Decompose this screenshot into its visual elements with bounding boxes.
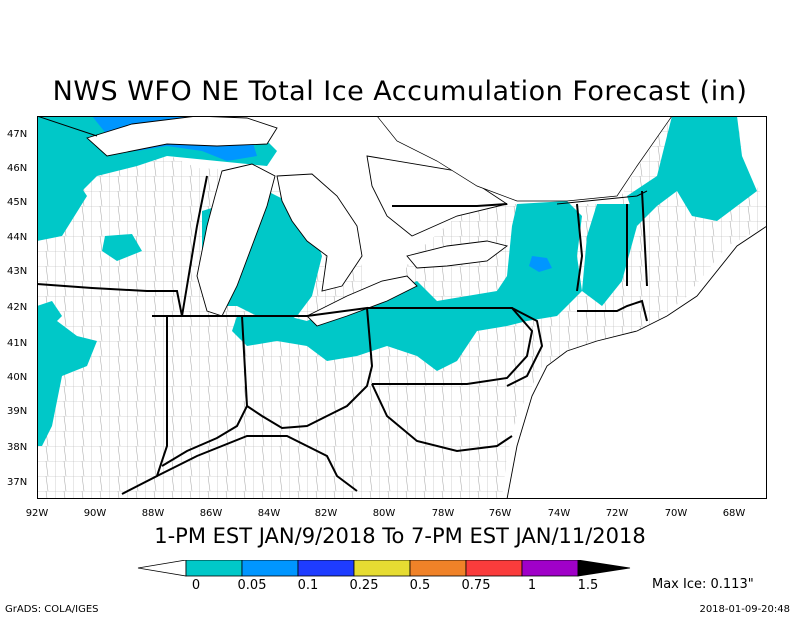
lon-label: 84W <box>257 508 281 519</box>
lon-label: 74W <box>547 508 571 519</box>
lat-label: 37N <box>7 477 28 488</box>
credit-grads: GrADS: COLA/IGES <box>5 604 99 615</box>
map-title: NWS WFO NE Total Ice Accumulation Foreca… <box>52 76 748 107</box>
colorbar-segment <box>353 560 411 577</box>
lon-label: 90W <box>83 508 107 519</box>
colorbar-label: 0.25 <box>349 578 379 593</box>
map-panel <box>37 116 767 499</box>
colorbar-label: 0.5 <box>409 578 431 593</box>
colorbar-label: 0.75 <box>461 578 491 593</box>
lat-label: 45N <box>7 197 28 208</box>
timestamp: 2018-01-09-20:48 <box>699 604 790 615</box>
canada-water <box>376 116 673 202</box>
lon-label: 86W <box>199 508 223 519</box>
lon-label: 72W <box>605 508 629 519</box>
colorbar-label: 1 <box>527 578 537 593</box>
colorbar-segment <box>241 560 299 577</box>
colorbar-label: 0.05 <box>237 578 267 593</box>
colorbar-segment <box>297 560 355 577</box>
lon-label: 68W <box>722 508 746 519</box>
colorbar-segment <box>521 560 579 577</box>
lat-label: 38N <box>7 442 28 453</box>
colorbar-segment <box>465 560 523 577</box>
lon-label: 78W <box>431 508 455 519</box>
lon-label: 92W <box>25 508 49 519</box>
colorbar-segment <box>577 560 631 577</box>
colorbar-label: 0 <box>191 578 201 593</box>
max-ice-readout: Max Ice: 0.113" <box>652 577 754 592</box>
lat-label: 39N <box>7 406 28 417</box>
lon-label: 70W <box>664 508 688 519</box>
colorbar-segment <box>137 560 187 577</box>
lat-label: 40N <box>7 372 28 383</box>
lat-label: 47N <box>7 129 28 140</box>
lat-label: 43N <box>7 266 28 277</box>
state-borders <box>37 175 648 495</box>
lon-label: 88W <box>141 508 165 519</box>
colorbar-segment <box>185 560 243 577</box>
lat-label: 41N <box>7 338 28 349</box>
great-lakes <box>86 116 509 327</box>
colorbar <box>137 560 631 577</box>
lat-label: 42N <box>7 302 28 313</box>
colorbar-label: 0.1 <box>297 578 319 593</box>
valid-period: 1-PM EST JAN/9/2018 To 7-PM EST JAN/11/2… <box>154 524 646 548</box>
lon-label: 82W <box>314 508 338 519</box>
lat-label: 44N <box>7 232 28 243</box>
lon-label: 80W <box>372 508 396 519</box>
atlantic-ocean <box>506 225 767 499</box>
lat-label: 46N <box>7 163 28 174</box>
colorbar-segment <box>409 560 467 577</box>
colorbar-label: 1.5 <box>577 578 599 593</box>
lon-label: 76W <box>488 508 512 519</box>
